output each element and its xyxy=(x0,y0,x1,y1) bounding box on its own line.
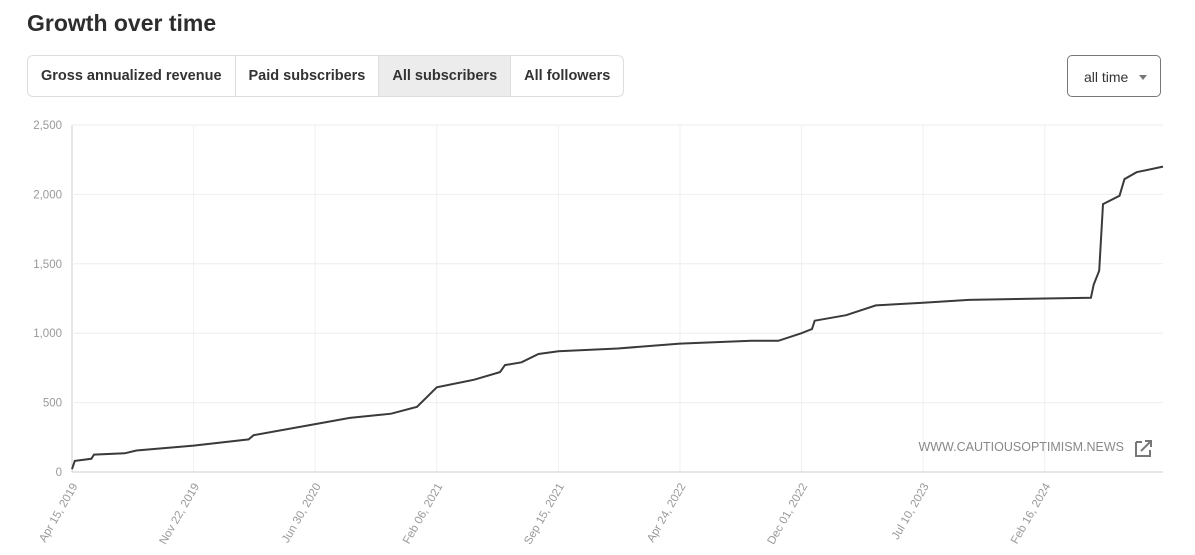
tab[interactable]: Gross annualized revenue xyxy=(28,56,236,96)
series-line xyxy=(71,165,1164,470)
x-tick-label: Feb 16, 2024 xyxy=(1009,481,1054,546)
tab[interactable]: Paid subscribers xyxy=(236,56,380,96)
x-tick-label: Feb 06, 2021 xyxy=(401,482,445,547)
x-tick-label: Apr 24, 2022 xyxy=(645,482,688,545)
y-tick-label: 2,500 xyxy=(33,120,62,132)
y-tick-label: 2,000 xyxy=(33,189,62,201)
y-tick-label: 1,000 xyxy=(33,328,62,340)
metric-tabs: Gross annualized revenue Paid subscriber… xyxy=(27,55,625,97)
x-tick-label: Nov 22, 2019 xyxy=(158,482,203,547)
x-tick-label: Sep 15, 2021 xyxy=(522,482,567,547)
x-tick-label: Jul 10, 2023 xyxy=(890,482,932,542)
x-tick-label: Dec 01, 2022 xyxy=(766,482,811,547)
page-title: Growth over time xyxy=(27,10,217,36)
y-tick-label: 500 xyxy=(43,398,62,410)
tab[interactable]: All subscribers xyxy=(379,56,512,96)
y-tick-label: 0 xyxy=(56,467,62,479)
x-tick-label: Apr 15, 2019 xyxy=(37,482,80,545)
watermark: WWW.CAUTIOUSOPTIMISM.NEWS xyxy=(918,440,1124,454)
external-link-icon[interactable] xyxy=(1135,440,1152,457)
range-dropdown[interactable]: all time xyxy=(1067,55,1161,97)
y-tick-label: 1,500 xyxy=(33,259,62,271)
x-tick-label: Jun 30, 2020 xyxy=(280,482,324,546)
tab[interactable]: All followers xyxy=(524,68,611,84)
